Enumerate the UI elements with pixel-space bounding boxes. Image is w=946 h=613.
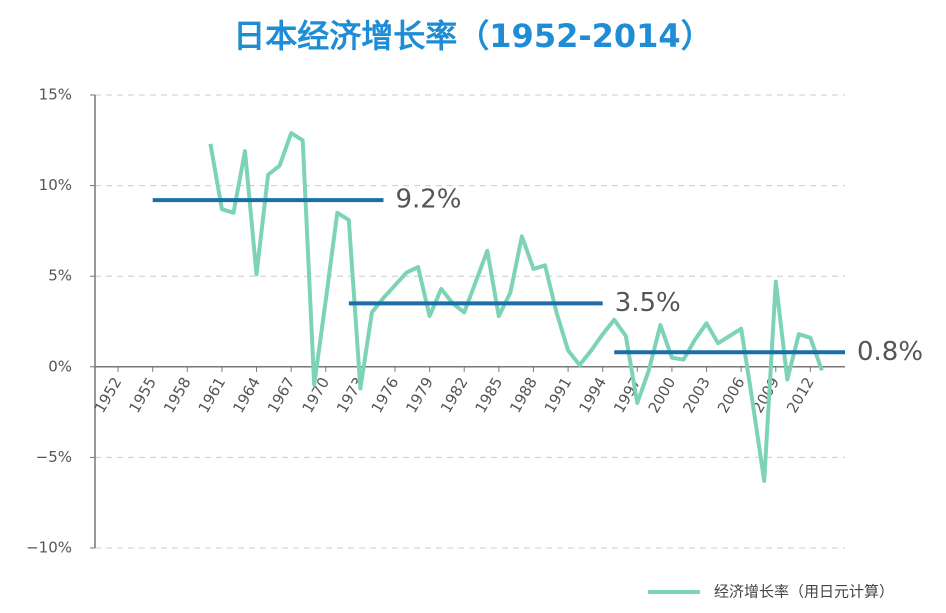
x-tick-label: 2006 [714,374,749,416]
x-tick-label: 1958 [160,374,195,416]
y-tick-label: −5% [36,448,72,466]
y-tick-label: 10% [39,176,72,194]
data-line [208,131,824,483]
x-tick-label: 1964 [229,374,264,416]
legend-label: 经济增长率（用日元计算） [714,583,894,601]
y-tick-label: 15% [39,86,72,104]
average-label: 9.2% [395,185,461,215]
x-tick-label: 1952 [91,374,126,416]
x-tick-label: 1988 [506,374,541,416]
x-tick-label: 2003 [679,374,714,416]
x-tick-label: 1955 [125,374,160,416]
x-tick-label: 2000 [645,374,680,416]
x-tick-label: 1985 [472,374,507,416]
y-tick-label: 5% [48,267,72,285]
x-tick-label: 1961 [195,374,230,416]
x-tick-label: 1979 [402,374,437,416]
x-tick-label: 1976 [368,374,403,416]
x-tick-label: 1982 [437,374,472,416]
average-label: 3.5% [615,288,681,318]
x-tick-label: 1994 [575,374,610,416]
y-tick-label: −10% [26,539,72,557]
chart-title: 日本经济增长率（1952-2014） [233,17,712,55]
y-tick-label: 0% [48,357,72,375]
x-tick-label: 1991 [541,374,576,416]
x-tick-label: 1967 [264,374,299,416]
average-label: 0.8% [857,337,923,367]
